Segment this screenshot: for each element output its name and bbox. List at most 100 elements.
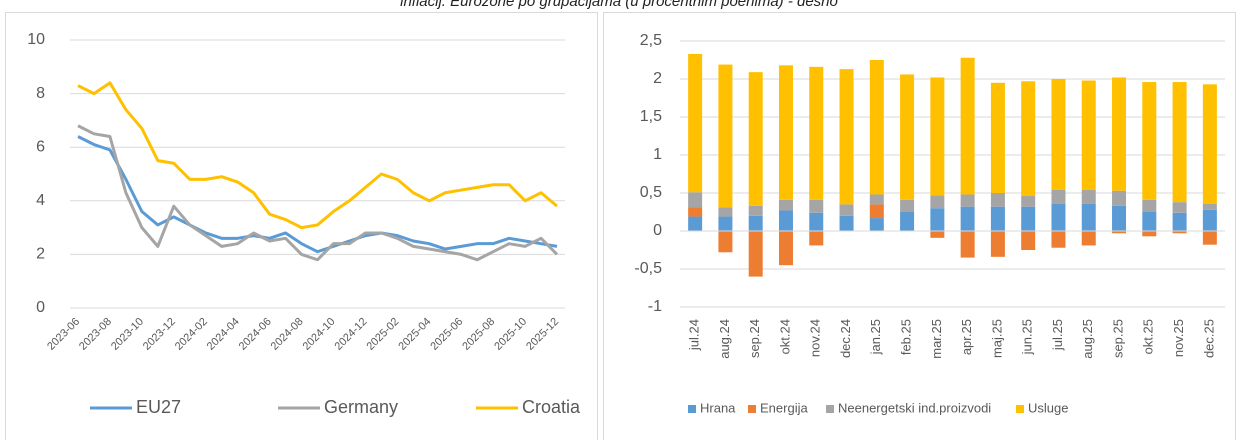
- y-tick-label: 0: [36, 299, 45, 316]
- right-panel: [603, 12, 1236, 440]
- bar-segment: [1172, 82, 1187, 203]
- bar-segment: [1112, 205, 1127, 231]
- bar-segment: [930, 77, 945, 196]
- x-tick-label: 2025-10: [492, 316, 529, 353]
- y-tick-label: 10: [27, 31, 45, 48]
- bar-segment: [748, 231, 763, 277]
- bar-segment: [1202, 209, 1217, 231]
- bar-segment: [900, 212, 915, 231]
- legend-swatch: [688, 405, 696, 413]
- y-tick-label: 8: [36, 85, 45, 102]
- y-tick-label: 0: [653, 222, 662, 239]
- line-series: [77, 135, 558, 254]
- bar-segment: [839, 204, 854, 216]
- line-series: [77, 124, 559, 262]
- bar-segment: [778, 199, 793, 211]
- bar-segment: [990, 231, 1005, 257]
- x-tick-label: 2024-10: [301, 316, 338, 353]
- bar-segment: [1051, 189, 1066, 204]
- left-panel: [5, 12, 598, 440]
- bar-segment: [869, 204, 884, 219]
- bar-segment: [1202, 84, 1217, 204]
- bar-segment: [809, 66, 824, 200]
- bar-segment: [748, 215, 763, 231]
- x-tick-label: jun.25: [1020, 319, 1035, 355]
- bar-segment: [1202, 231, 1217, 245]
- bar-segment: [960, 206, 975, 231]
- x-tick-label: okt.25: [1141, 319, 1156, 354]
- bar-segment: [1142, 231, 1157, 237]
- y-tick-label: 2: [36, 246, 45, 263]
- bar-segment: [1172, 212, 1187, 231]
- caption: inflacij. Eurozone po grupacijama (u pro…: [400, 0, 838, 10]
- x-tick-label: 2023-10: [109, 316, 146, 353]
- bar-segment: [900, 199, 915, 212]
- bar-segment: [869, 194, 884, 205]
- bar-segment: [960, 231, 975, 258]
- bar-segment: [1051, 203, 1066, 231]
- legend-label: Usluge: [1028, 400, 1068, 415]
- y-tick-label: -1: [648, 298, 662, 315]
- bar-segment: [960, 194, 975, 207]
- bar-segment: [718, 231, 733, 253]
- line-series: [77, 81, 558, 230]
- x-tick-label: 2024-04: [205, 316, 242, 353]
- bar-segment: [869, 60, 884, 195]
- bar-segment: [930, 208, 945, 231]
- x-tick-label: sep.25: [1110, 319, 1125, 358]
- y-tick-label: 6: [36, 138, 45, 155]
- bar-segment: [1081, 231, 1096, 246]
- bar-segment: [869, 218, 884, 231]
- bar-segment: [1112, 190, 1127, 206]
- bar-segment: [688, 216, 703, 231]
- legend-label: Croatia: [522, 397, 581, 417]
- y-tick-label: 4: [36, 192, 45, 209]
- y-tick-label: -0,5: [634, 260, 662, 277]
- x-tick-label: jul.24: [687, 319, 702, 351]
- legend-label: Hrana: [700, 400, 736, 415]
- x-tick-label: jul.25: [1050, 319, 1065, 351]
- y-tick-label: 1,5: [640, 108, 662, 125]
- bar-segment: [1081, 189, 1096, 204]
- bar-segment: [960, 57, 975, 195]
- x-tick-label: nov.25: [1171, 319, 1186, 357]
- bar-segment: [1081, 203, 1096, 231]
- x-tick-label: dec.24: [838, 319, 853, 358]
- y-tick-label: 2: [653, 70, 662, 87]
- bar-segment: [688, 207, 703, 217]
- bar-segment: [1142, 199, 1157, 212]
- bar-segment: [930, 231, 945, 238]
- x-tick-label: sep.24: [747, 319, 762, 358]
- x-tick-label: 2024-08: [269, 316, 306, 353]
- legend-swatch: [1016, 405, 1024, 413]
- bar-segment: [778, 210, 793, 231]
- x-tick-label: nov.24: [808, 319, 823, 357]
- x-tick-label: mar.25: [929, 319, 944, 359]
- bar-segment: [839, 69, 854, 205]
- bar-segment: [809, 199, 824, 213]
- bar-segment: [1081, 80, 1096, 190]
- x-tick-label: feb.25: [899, 319, 914, 355]
- legend-swatch: [826, 405, 834, 413]
- bar-segment: [718, 64, 733, 208]
- bar-segment: [1112, 231, 1127, 234]
- x-tick-label: 2025-02: [364, 316, 401, 353]
- bar-segment: [748, 72, 763, 206]
- x-tick-label: 2025-04: [396, 316, 433, 353]
- y-tick-label: 2,5: [640, 32, 662, 49]
- bar-segment: [778, 231, 793, 266]
- bar-segment: [688, 192, 703, 208]
- bar-segment: [1021, 231, 1036, 250]
- bar-segment: [1021, 196, 1036, 207]
- legend-label: Germany: [324, 397, 398, 417]
- x-tick-label: 2025-12: [524, 316, 561, 353]
- x-tick-label: 2023-12: [141, 316, 178, 353]
- bar-segment: [990, 193, 1005, 207]
- x-tick-label: dec.25: [1201, 319, 1216, 358]
- y-tick-label: 1: [653, 146, 662, 163]
- bar-segment: [990, 82, 1005, 193]
- x-tick-label: 2025-08: [460, 316, 497, 353]
- bar-segment: [718, 216, 733, 231]
- bar-segment: [748, 205, 763, 216]
